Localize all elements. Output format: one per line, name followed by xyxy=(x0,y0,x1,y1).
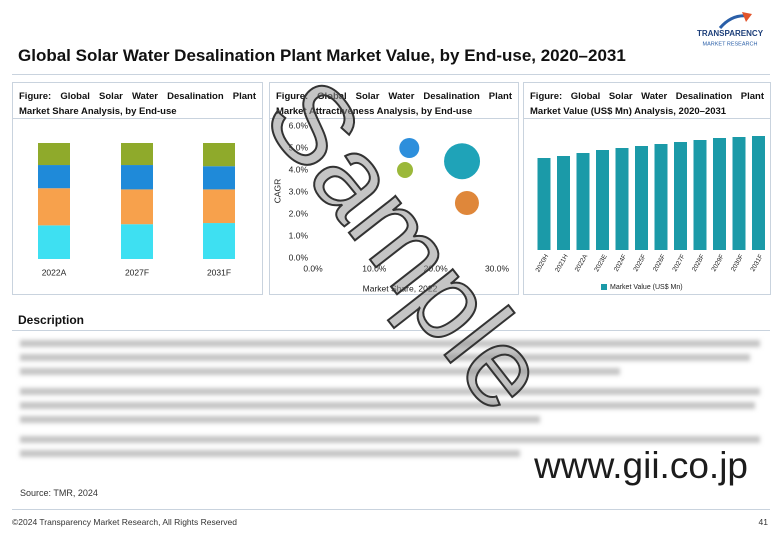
panel: Figure: Global Solar Water Desalination … xyxy=(12,82,263,295)
x-axis-label: Market Share, 2022 xyxy=(363,283,438,293)
page-number: 41 xyxy=(758,517,768,527)
bar xyxy=(732,137,746,250)
logo-arrow xyxy=(742,12,752,22)
x-tick-label: 2029F xyxy=(710,253,725,272)
bar-segment xyxy=(38,188,70,226)
x-tick-label: 2031F xyxy=(749,253,764,272)
panel-title: Figure: Global Solar Water Desalination … xyxy=(19,91,256,117)
bubble xyxy=(444,143,481,180)
bar-segment xyxy=(203,166,235,190)
bubble xyxy=(454,191,479,215)
y-axis-label: CAGR xyxy=(272,179,282,204)
bar-segment xyxy=(121,143,153,166)
description-rule xyxy=(12,330,770,331)
bar xyxy=(615,148,629,250)
bar-segment xyxy=(38,165,70,189)
header-rule xyxy=(12,74,770,75)
y-tick-label: 4.0% xyxy=(289,164,309,174)
x-tick-label: 2027F xyxy=(125,267,149,277)
bar xyxy=(635,146,648,250)
bubble xyxy=(399,138,420,158)
panel: Figure: Global Solar Water Desalination … xyxy=(523,82,771,295)
x-tick-label: 0.0% xyxy=(303,263,323,273)
bar xyxy=(674,142,687,250)
bubble xyxy=(397,162,413,178)
logo-top: TRANSPARENCY xyxy=(697,29,764,38)
legend-swatch xyxy=(601,284,607,290)
logo-bottom: MARKET RESEARCH xyxy=(703,41,758,47)
logo-swoosh xyxy=(718,14,749,30)
x-tick-label: 2022A xyxy=(42,267,67,277)
bar xyxy=(693,140,707,250)
bar xyxy=(752,136,765,250)
x-tick-label: 2020H xyxy=(535,253,551,273)
x-tick-label: 10.0% xyxy=(362,263,387,273)
bar xyxy=(713,138,726,250)
bar xyxy=(537,158,551,250)
bar xyxy=(654,144,668,250)
blurred-text xyxy=(20,340,760,457)
legend-label: Market Value (US$ Mn) xyxy=(610,284,683,291)
x-tick-label: 30.0% xyxy=(485,263,510,273)
x-tick-label: 2023E xyxy=(593,253,609,273)
y-tick-label: 1.0% xyxy=(289,230,309,240)
bar-segment xyxy=(121,165,153,190)
chart: 2022A 2027F 2031F xyxy=(38,143,235,277)
x-tick-label: 2024F xyxy=(613,253,628,272)
bar-segment xyxy=(203,143,235,167)
chart: 2020H 2021H 2022A 2023E 2024F 2025F 2026F 2027F… xyxy=(535,136,765,291)
bar xyxy=(576,153,590,250)
panel-title: Figure: Global Solar Water Desalination … xyxy=(530,91,764,117)
x-tick-label: 20.0% xyxy=(424,263,449,273)
x-tick-label: 2030F xyxy=(730,253,745,272)
header-title: Global Solar Water Desalination Plant Ma… xyxy=(18,46,626,65)
x-tick-label: 2025F xyxy=(632,253,647,272)
description-heading: Description xyxy=(18,313,85,327)
y-tick-label: 6.0% xyxy=(289,120,309,130)
bar-segment xyxy=(121,189,153,225)
panel: Figure: Global Solar Water Desalination … xyxy=(269,82,519,295)
bar-segment xyxy=(203,189,235,224)
x-tick-label: 2031F xyxy=(207,267,231,277)
footer-rule xyxy=(12,509,770,510)
x-tick-label: 2022A xyxy=(574,253,590,273)
x-tick-label: 2026F xyxy=(652,253,667,272)
bar-segment xyxy=(203,223,235,259)
y-tick-label: 5.0% xyxy=(289,142,309,152)
x-tick-label: 2027F xyxy=(671,253,686,272)
source: Source: TMR, 2024 xyxy=(20,488,98,498)
y-tick-label: 0.0% xyxy=(289,252,309,262)
panel-title: Figure: Global Solar Water Desalination … xyxy=(276,91,512,117)
logo: TRANSPARENCY MARKET RESEARCH xyxy=(697,12,764,47)
bar-segment xyxy=(38,143,70,166)
x-tick-label: 2028F xyxy=(691,253,706,272)
bar-segment xyxy=(38,225,70,259)
bar xyxy=(596,150,609,250)
x-tick-label: 2021H xyxy=(554,253,570,273)
y-tick-label: 3.0% xyxy=(289,186,309,196)
chart: 0.0% 1.0% 2.0% 3.0% 4.0% 5.0% 6.0% 0.0% 10.0% 20.… xyxy=(272,120,510,293)
bar-segment xyxy=(121,224,153,259)
copyright: ©2024 Transparency Market Research, All … xyxy=(12,517,238,527)
bar xyxy=(557,156,570,250)
y-tick-label: 2.0% xyxy=(289,208,309,218)
